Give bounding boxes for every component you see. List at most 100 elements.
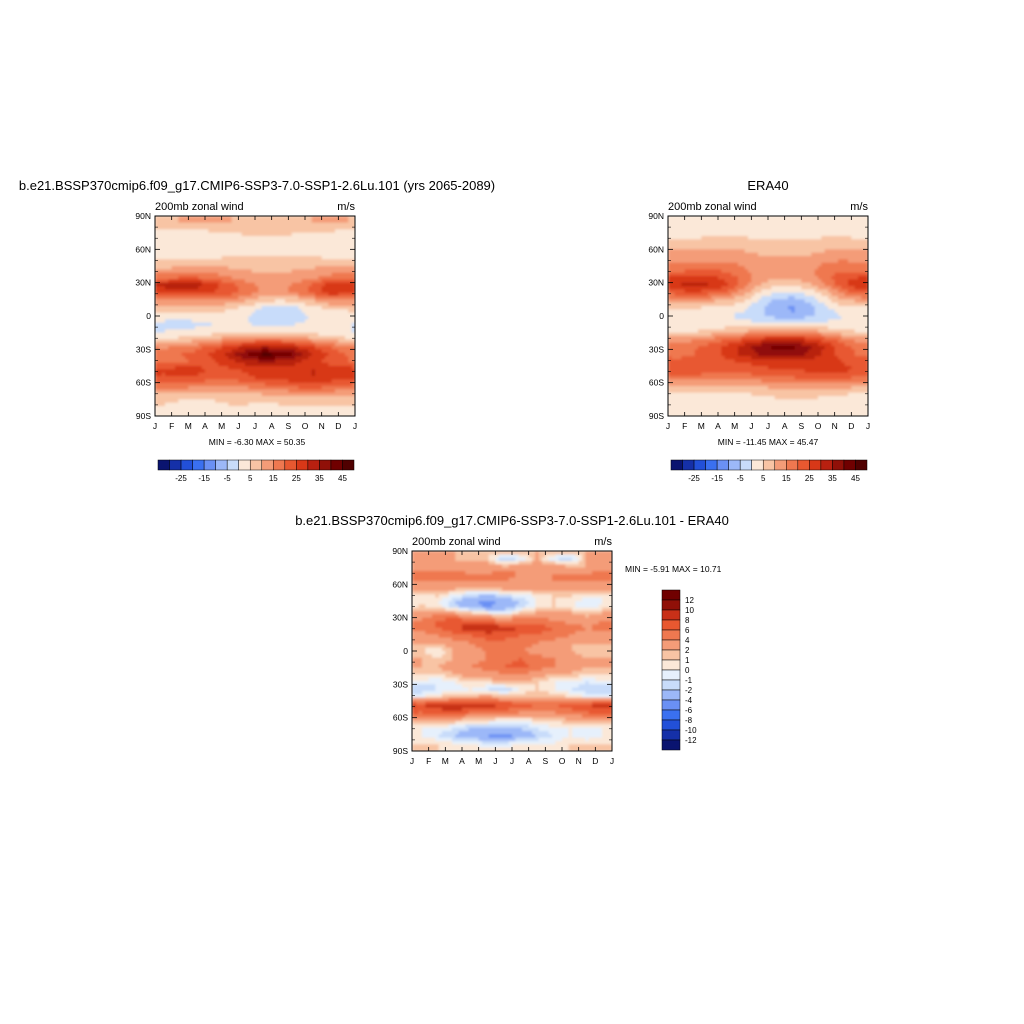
heatmap-cell <box>308 332 313 337</box>
heatmap-cell <box>328 412 333 416</box>
heatmap-cell <box>181 232 186 237</box>
heatmap-cell <box>248 386 253 390</box>
heatmap-cell <box>271 249 276 254</box>
heatmap-cell <box>241 226 246 230</box>
heatmap-cell <box>198 376 203 380</box>
heatmap-cell <box>261 249 266 254</box>
heatmap-cell <box>271 392 276 397</box>
heatmap-cell <box>158 379 163 384</box>
heatmap-cell <box>161 382 166 387</box>
heatmap-cell <box>318 346 323 350</box>
heatmap-cell <box>241 252 246 257</box>
heatmap-cell <box>754 279 759 284</box>
heatmap-cell <box>255 386 259 390</box>
heatmap-cell <box>828 279 832 284</box>
heatmap-cell <box>258 326 263 330</box>
heatmap-cell <box>764 279 769 284</box>
heatmap-cell <box>731 242 736 247</box>
heatmap-cell <box>288 272 293 277</box>
heatmap-cell <box>801 242 806 247</box>
heatmap-cell <box>155 242 159 247</box>
heatmap-cell <box>724 266 729 270</box>
heatmap-cell <box>318 326 323 330</box>
heatmap-cell <box>288 339 293 344</box>
heatmap-cell <box>858 249 862 254</box>
heatmap-cell <box>301 326 306 330</box>
heatmap-cell <box>768 216 772 220</box>
heatmap-cell <box>241 256 246 260</box>
heatmap-cell <box>268 292 273 297</box>
heatmap-cell <box>205 289 209 294</box>
heatmap-cell <box>768 239 772 244</box>
heatmap-cell <box>161 322 166 327</box>
heatmap-cell <box>225 289 229 294</box>
heatmap-cell <box>231 266 236 270</box>
heatmap-cell <box>165 386 169 390</box>
heatmap-cell <box>218 296 223 300</box>
heatmap-cell <box>248 229 253 234</box>
heatmap-cell <box>308 246 313 250</box>
heatmap-cell <box>278 412 283 416</box>
heatmap-cell <box>731 272 736 277</box>
heatmap-cell <box>271 229 276 234</box>
heatmap-cell <box>801 266 806 270</box>
heatmap-cell <box>838 246 842 250</box>
heatmap-cell <box>781 266 786 270</box>
heatmap-cell <box>208 302 213 307</box>
heatmap-cell <box>818 222 822 227</box>
heatmap-cell <box>255 289 259 294</box>
heatmap-cell <box>208 316 213 320</box>
heatmap-cell <box>318 332 323 337</box>
heatmap-cell <box>764 242 769 247</box>
heatmap-cell <box>731 259 736 264</box>
heatmap-cell <box>261 306 266 310</box>
heatmap-cell <box>854 269 859 274</box>
heatmap-cell <box>854 272 859 277</box>
heatmap-cell <box>181 246 186 250</box>
heatmap-cell <box>761 279 766 284</box>
heatmap-cell <box>278 266 283 270</box>
heatmap-cell <box>851 239 856 244</box>
heatmap-cell <box>218 306 223 310</box>
heatmap-cell <box>328 242 333 247</box>
heatmap-cell <box>298 222 303 227</box>
heatmap-cell <box>345 226 349 230</box>
heatmap-cell <box>801 239 806 244</box>
heatmap-cell <box>295 296 299 300</box>
x-tick-label: D <box>335 421 341 431</box>
heatmap-cell <box>791 282 796 287</box>
heatmap-cell <box>681 219 686 224</box>
heatmap-cell <box>308 229 313 234</box>
heatmap-cell <box>238 309 243 314</box>
heatmap-cell <box>171 389 176 394</box>
heatmap-cell <box>248 269 253 274</box>
heatmap-cell <box>211 342 216 347</box>
heatmap-cell <box>348 216 353 220</box>
heatmap-cell <box>325 246 329 250</box>
heatmap-cell <box>228 349 233 354</box>
heatmap-cell <box>198 252 203 257</box>
heatmap-cell <box>318 289 323 294</box>
heatmap-cell <box>798 236 802 240</box>
heatmap-cell <box>181 409 186 414</box>
heatmap-cell <box>298 399 303 404</box>
heatmap-cell <box>288 349 293 354</box>
heatmap-cell <box>754 236 759 240</box>
heatmap-cell <box>205 309 209 314</box>
heatmap-cell <box>674 279 679 284</box>
heatmap-cell <box>158 322 163 327</box>
heatmap-cell <box>861 239 866 244</box>
heatmap-cell <box>158 289 163 294</box>
heatmap-cell <box>808 219 812 224</box>
heatmap-cell <box>318 296 323 300</box>
heatmap-cell <box>831 259 836 264</box>
heatmap-cell <box>191 276 196 280</box>
heatmap-cell <box>158 376 163 380</box>
heatmap-cell <box>158 359 163 364</box>
heatmap-cell <box>211 256 216 260</box>
heatmap-cell <box>288 299 293 304</box>
x-tick-label: M <box>185 421 192 431</box>
heatmap-cell <box>251 286 256 290</box>
heatmap-cell <box>225 279 229 284</box>
heatmap-cell <box>175 406 179 410</box>
